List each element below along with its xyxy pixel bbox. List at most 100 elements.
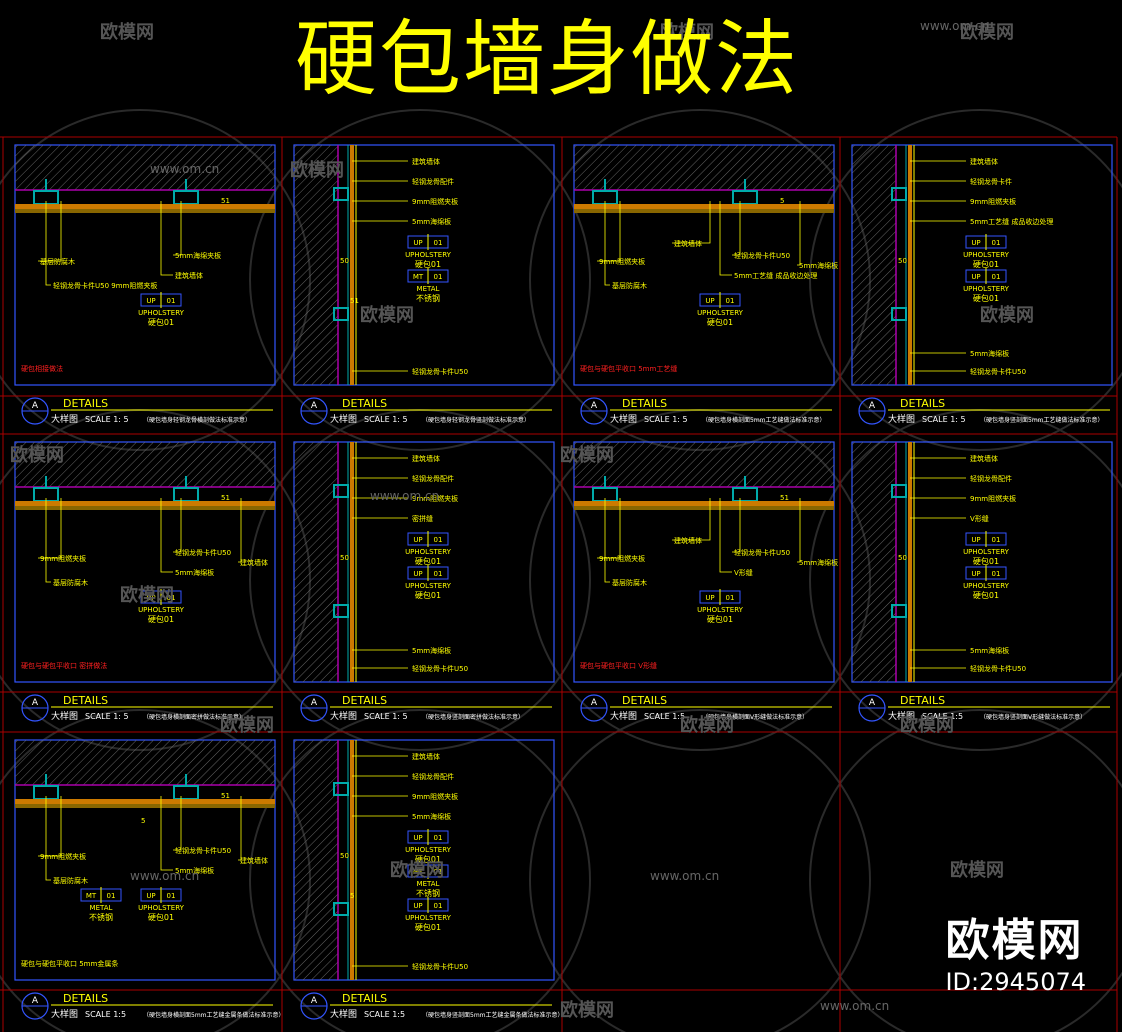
leader-line — [672, 201, 711, 244]
scale-label: SCALE 1: 5 — [922, 415, 966, 424]
callout-label: 密拼缝 — [412, 514, 433, 523]
leader-line — [732, 498, 741, 553]
concrete-wall-hatch — [852, 145, 896, 385]
leader-line — [719, 201, 732, 276]
detail-cn-label: 大样图 — [330, 413, 357, 425]
material-cn-name: 硬包01 — [415, 590, 441, 600]
callout-label: 基层防腐木 — [53, 876, 88, 885]
scale-label: SCALE 1:5 — [364, 1010, 405, 1019]
callout-label: 9mm阻燃夹板 — [599, 257, 645, 266]
material-tag-code: UP — [971, 536, 980, 544]
title-block: A DETAILS 大样图 SCALE 1: 5 （硬包墙身横剖面5mm工艺缝做法标准示… — [580, 397, 832, 425]
watermark-url: www.om.cn — [130, 869, 199, 883]
details-heading: DETAILS — [342, 992, 387, 1005]
material-tag-code: UP — [705, 594, 714, 602]
material-cn-name: 硬包01 — [973, 293, 999, 303]
watermark-brand: 欧模网 — [960, 21, 1014, 43]
watermark-arc — [809, 109, 1122, 451]
scale-label: SCALE 1: 5 — [364, 415, 408, 424]
material-name: UPHOLSTERY — [405, 251, 452, 259]
foam-layer — [574, 209, 834, 213]
callout-label: 建筑墙体 — [175, 271, 203, 280]
material-tag-number: 01 — [167, 297, 176, 305]
keel-clip-profile — [173, 487, 199, 502]
material-cn-name: 不锈钢 — [416, 293, 440, 303]
material-tag-number: 01 — [434, 834, 443, 842]
material-name: UPHOLSTERY — [697, 606, 744, 614]
watermark-brand: 欧模网 — [950, 859, 1004, 881]
plywood-board — [350, 145, 354, 385]
callout-label: 建筑墙体 — [240, 856, 268, 865]
material-tag-number: 01 — [434, 239, 443, 247]
callout-label: 9mm阻燃夹板 — [970, 197, 1016, 206]
keel-clip-profile — [333, 782, 349, 796]
material-tag-code: MT — [86, 892, 97, 900]
leader-line — [160, 201, 173, 276]
watermark-brand: 欧模网 — [390, 859, 444, 881]
material-tag-code: UP — [146, 297, 155, 305]
callout-label: 5mm海绵夹板 — [175, 251, 221, 260]
callout-label: 轻钢龙骨卡件U50 — [412, 664, 468, 673]
callout-label: 9mm阻燃夹板 — [412, 494, 458, 503]
material-tag-number: 01 — [107, 892, 116, 900]
callout-label: 5mm海绵板 — [412, 217, 451, 226]
detail-description: （硬包墙身竖剖面5mm工艺缝做法标准示意） — [980, 416, 1104, 424]
detail-cn-label: 大样图 — [610, 710, 637, 722]
dimension-label: 51 — [221, 792, 230, 800]
dimension-label: 50 — [340, 852, 349, 860]
title-block: A DETAILS 大样图 SCALE 1:5 （硬包墙身横剖面5mm工艺缝金属条做法标… — [21, 992, 285, 1020]
scale-label: SCALE 1: 5 — [85, 415, 129, 424]
material-name: UPHOLSTERY — [963, 251, 1010, 259]
callout-label: V形缝 — [734, 568, 753, 577]
detail-cn-label: 大样图 — [888, 413, 915, 425]
callout-label: 轻钢龙骨卡件U50 — [734, 251, 790, 260]
dimension-label: 50 — [898, 257, 907, 265]
leader-line — [604, 498, 610, 583]
model-id: ID:2945074 — [945, 968, 1086, 996]
keel-clip-profile — [891, 484, 907, 498]
concrete-wall-hatch — [15, 740, 275, 785]
dimension-label: 51 — [221, 197, 230, 205]
material-tag-number: 01 — [434, 536, 443, 544]
details-heading: DETAILS — [342, 397, 387, 410]
material-name: UPHOLSTERY — [405, 582, 452, 590]
leader-line — [672, 498, 711, 541]
leader-line — [604, 201, 610, 286]
material-tag-code: UP — [971, 273, 980, 281]
callout-label: 基层防腐木 — [612, 281, 647, 290]
dimension-label: 50 — [340, 257, 349, 265]
material-tag-number: 01 — [434, 868, 443, 876]
watermark-url: www.om.cn — [650, 869, 719, 883]
watermark-brand: 欧模网 — [680, 714, 734, 736]
leader-line — [160, 796, 173, 871]
leader-line — [238, 796, 242, 861]
watermark-arc — [249, 709, 591, 1032]
material-tag-number: 01 — [434, 570, 443, 578]
material-name: METAL — [417, 285, 440, 293]
material-cn-name: 硬包01 — [973, 259, 999, 269]
plywood-board — [15, 501, 275, 506]
callout-label: 基层防腐木 — [53, 578, 88, 587]
keel-clip-profile — [891, 307, 907, 321]
material-tag-number: 01 — [167, 892, 176, 900]
details-heading: DETAILS — [900, 397, 945, 410]
concrete-wall-hatch — [294, 740, 338, 980]
watermark-brand: 欧模网 — [120, 584, 174, 606]
detail-symbol: A — [32, 698, 39, 708]
leader-line — [732, 201, 741, 256]
title-block: A DETAILS 大样图 SCALE 1:5 （硬包墙身竖剖面5mm工艺缝金属条做法标… — [300, 992, 564, 1020]
keel-clip-profile — [333, 604, 349, 618]
sheet-title: 硬包墙身做法 — [295, 12, 800, 107]
scale-label: SCALE 1: 5 — [364, 712, 408, 721]
dimension-label: 51 — [350, 297, 359, 305]
callout-label: 建筑墙体 — [970, 454, 998, 463]
callout-label: 9mm阻燃夹板 — [40, 852, 86, 861]
material-name: UPHOLSTERY — [963, 582, 1010, 590]
callout-label: 建筑墙体 — [412, 752, 440, 761]
dimension-label: 5 — [780, 197, 784, 205]
callout-label: 建筑墙体 — [240, 558, 268, 567]
dimension-label: 50 — [898, 554, 907, 562]
